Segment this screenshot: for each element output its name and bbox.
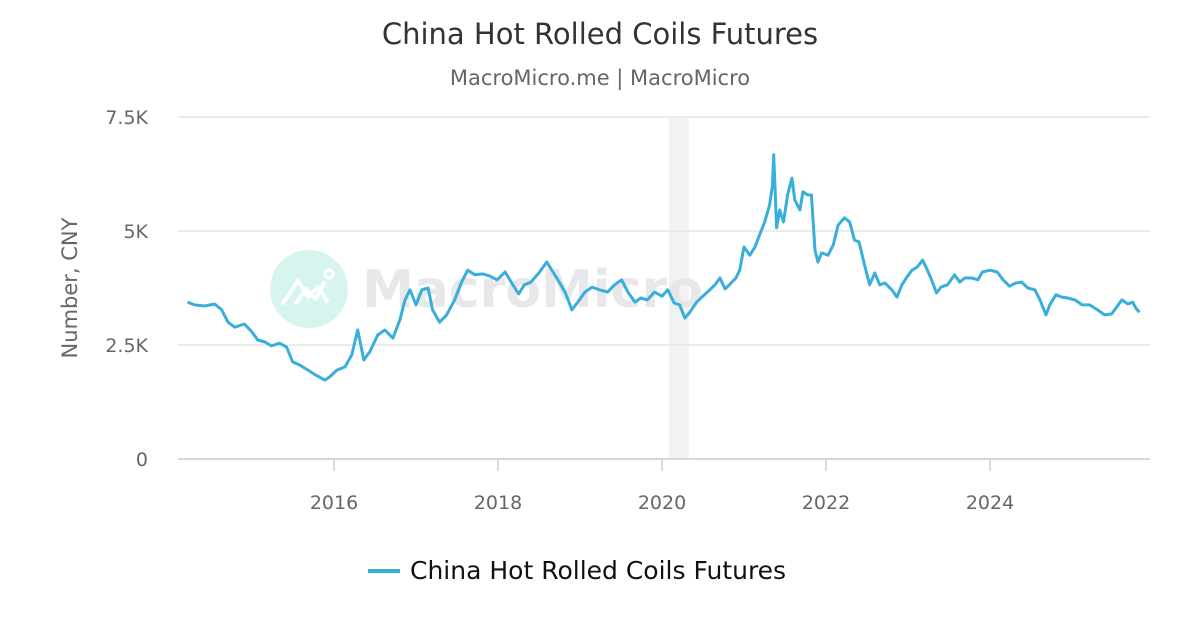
x-tick-label: 2018: [474, 492, 522, 514]
y-tick-label: 2.5K: [105, 335, 148, 357]
watermark-chart-icon: [281, 279, 329, 305]
y-tick-label: 0: [136, 449, 148, 471]
watermark-text: MacroMicro: [362, 260, 703, 320]
y-axis-title: Number, CNY: [58, 217, 82, 358]
chart-subtitle: MacroMicro.me | MacroMicro: [450, 66, 750, 91]
series-line: [186, 153, 1141, 382]
x-tick-label: 2024: [966, 492, 1014, 514]
x-tick-label: 2020: [638, 492, 686, 514]
y-tick-label: 5K: [123, 221, 148, 243]
shaded-band: [668, 117, 689, 459]
legend[interactable]: China Hot Rolled Coils Futures: [368, 556, 786, 585]
chart-title: China Hot Rolled Coils Futures: [382, 17, 818, 51]
watermark-logo: MacroMicro: [270, 250, 703, 328]
legend-label[interactable]: China Hot Rolled Coils Futures: [410, 556, 786, 585]
x-tick-label: 2022: [802, 492, 850, 514]
x-tick-label: 2016: [310, 492, 358, 514]
y-tick-label: 7.5K: [105, 107, 148, 129]
watermark-circle: [270, 250, 348, 328]
